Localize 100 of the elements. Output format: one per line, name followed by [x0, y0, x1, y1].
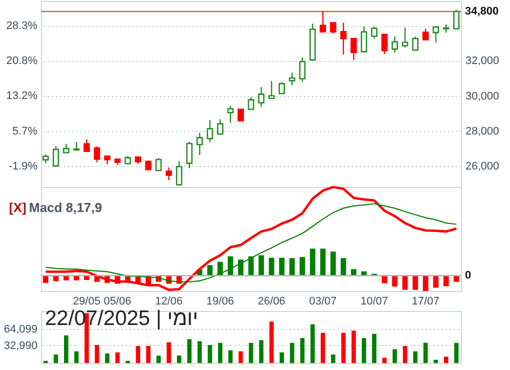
candlestick [52, 146, 60, 167]
text: Macd 8,17,9 [29, 200, 102, 215]
bar [320, 248, 326, 276]
y2-tick-label: 20.8% [6, 55, 38, 68]
candlestick [186, 141, 193, 169]
text: [X] [9, 200, 26, 215]
bar [198, 341, 202, 363]
y-tick-label: 64,099 [4, 323, 38, 336]
candlestick [145, 160, 152, 171]
bar [54, 354, 58, 363]
x-tick-label: 26/06 [258, 296, 286, 308]
bar [433, 276, 439, 288]
bar [362, 338, 366, 363]
y2-tick-label: 28.3% [6, 20, 38, 32]
y-tick-label: 32,990 [4, 340, 38, 352]
bar [238, 260, 244, 276]
candlestick [381, 34, 388, 55]
bar [402, 346, 408, 363]
bar [454, 342, 459, 363]
x-tick-label: 05/06 [104, 296, 132, 308]
candlestick [206, 120, 214, 143]
x-tick-label: 12/06 [155, 296, 183, 308]
bar [289, 258, 295, 276]
bar [392, 276, 398, 287]
bar [423, 342, 428, 363]
bar [64, 335, 68, 363]
bar [310, 324, 315, 363]
bar [146, 346, 150, 363]
bar [208, 344, 212, 363]
bar [115, 352, 120, 363]
bar [166, 342, 172, 363]
bar [94, 344, 100, 363]
bar [238, 351, 243, 363]
bar [258, 255, 264, 276]
candlestick [155, 157, 162, 172]
ref-line-label: 34,800 [465, 6, 499, 18]
candlestick [350, 38, 357, 61]
y-tick-label: 26,000 [466, 160, 500, 172]
x-tick-label: 03/07 [309, 296, 337, 308]
candlestick [392, 36, 398, 54]
bar [434, 360, 438, 363]
candlestick [432, 25, 440, 44]
bar [413, 351, 418, 363]
candlestick [299, 56, 306, 83]
candlestick [176, 160, 182, 186]
x-tick-label: 19/06 [206, 296, 234, 308]
candlestick [422, 28, 429, 40]
bar [156, 356, 161, 363]
y2-tick-label: -1.9% [8, 160, 38, 172]
bar [341, 332, 346, 363]
bar [444, 356, 448, 363]
candlestick [268, 80, 275, 100]
bar [340, 258, 346, 276]
bar [330, 252, 336, 276]
bar [382, 358, 387, 363]
candlestick [412, 36, 418, 51]
candlestick [330, 22, 336, 34]
candlestick [227, 105, 234, 124]
bar [105, 353, 110, 363]
bar [350, 269, 356, 276]
bar [248, 342, 254, 363]
candlestick [340, 22, 347, 56]
bar [136, 346, 140, 363]
x-tick-label: 29/05 [72, 296, 100, 308]
bar [300, 257, 306, 276]
candlestick [196, 132, 203, 156]
bar [330, 354, 336, 363]
y-tick-label: 30,000 [466, 90, 500, 102]
candlestick [360, 26, 368, 52]
bar [269, 322, 274, 363]
bar [392, 349, 397, 363]
candlestick [278, 81, 285, 95]
bar [290, 342, 294, 363]
bar [207, 265, 213, 276]
candlestick [84, 138, 90, 152]
candlestick [453, 9, 460, 30]
bar [187, 339, 192, 363]
bar [310, 248, 316, 276]
candlestick [402, 27, 408, 48]
candlestick [166, 166, 172, 181]
bar [259, 340, 264, 363]
bar [279, 258, 284, 276]
candlestick [73, 141, 80, 152]
candlestick [217, 118, 224, 136]
x-tick-label: 10/07 [360, 296, 388, 308]
bar [352, 330, 356, 363]
y-tick-label: 32,000 [466, 55, 500, 68]
candlestick [238, 108, 244, 122]
candlestick [94, 146, 100, 163]
y2-tick-label: 13.2% [6, 90, 38, 102]
candlestick [248, 96, 254, 110]
candlestick [371, 26, 378, 40]
bar [176, 356, 182, 363]
candlestick [320, 10, 326, 33]
bar [320, 332, 326, 363]
bar [443, 276, 449, 286]
y-tick-label: 28,000 [466, 125, 500, 138]
candlestick [258, 86, 264, 108]
x-tick-label: 17/07 [412, 296, 440, 308]
bar [218, 342, 222, 363]
